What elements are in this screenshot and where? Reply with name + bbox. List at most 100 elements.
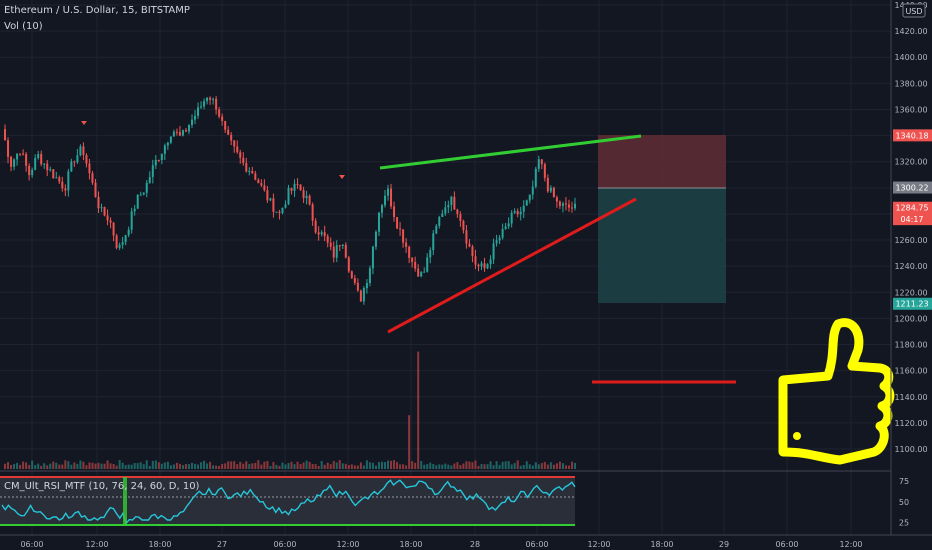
x-tick-label: 28 bbox=[470, 540, 480, 549]
price-badge-label: 1340.18 bbox=[895, 131, 928, 140]
volume-bar bbox=[405, 465, 408, 469]
candle-body bbox=[332, 246, 335, 258]
volume-bar bbox=[190, 462, 193, 469]
y-tick-label: 1140.00 bbox=[894, 393, 927, 402]
lower-trendline[interactable] bbox=[387, 197, 637, 334]
candle-body bbox=[203, 101, 206, 107]
x-tick-label: 27 bbox=[217, 540, 227, 549]
candle-body bbox=[368, 268, 371, 284]
stop-loss-zone[interactable] bbox=[598, 135, 726, 188]
volume-bar bbox=[420, 461, 423, 469]
candle-body bbox=[305, 195, 308, 199]
volume-bar bbox=[269, 465, 272, 469]
candle-body bbox=[447, 204, 450, 208]
volume-bar bbox=[504, 461, 507, 469]
candle-body bbox=[465, 230, 468, 244]
volume-bar bbox=[124, 465, 127, 469]
candle-body bbox=[73, 161, 76, 163]
y-tick-label: 1180.00 bbox=[894, 341, 927, 350]
candle-body bbox=[236, 146, 239, 153]
rsi-panel[interactable] bbox=[0, 476, 576, 526]
y-tick-label: 1360.00 bbox=[894, 105, 927, 114]
volume-bar bbox=[483, 464, 486, 469]
candle-body bbox=[429, 250, 432, 258]
x-axis[interactable]: 06:00 12:00 18:00 27 06:00 12:00 18:00 28 06:00 1… bbox=[20, 540, 862, 549]
price-badge-label: 1284.75 bbox=[895, 204, 928, 213]
volume-bar bbox=[534, 462, 537, 469]
volume-bar bbox=[142, 464, 145, 469]
candle-body bbox=[79, 146, 82, 156]
volume-bar bbox=[239, 461, 242, 469]
candle-body bbox=[166, 142, 169, 146]
candle-body bbox=[570, 207, 573, 209]
volume-bar bbox=[377, 462, 380, 469]
chart-title: Ethereum / U.S. Dollar, 15, BITSTAMP bbox=[4, 5, 190, 16]
candle-body bbox=[88, 163, 91, 174]
candle-body bbox=[34, 158, 37, 170]
candle-body bbox=[374, 231, 377, 247]
candle-body bbox=[40, 154, 43, 165]
candle-body bbox=[504, 226, 507, 230]
volume-bar bbox=[37, 463, 40, 469]
volume-bar bbox=[522, 464, 525, 469]
candle-body bbox=[269, 198, 272, 201]
y-axis[interactable]: 1440.001420.001400.001380.001360.001340.… bbox=[894, 1, 927, 454]
volume-bar bbox=[447, 464, 450, 469]
volume-bar bbox=[160, 463, 163, 469]
x-tick-label: 18:00 bbox=[399, 540, 422, 549]
candle-body bbox=[444, 207, 447, 214]
candle-body bbox=[115, 235, 118, 248]
candle-body bbox=[224, 121, 227, 130]
candle-body bbox=[564, 203, 567, 205]
candle-body bbox=[356, 282, 359, 291]
candle-body bbox=[58, 177, 61, 182]
candle-body bbox=[230, 134, 233, 141]
volume-bar bbox=[423, 464, 426, 469]
candle-body bbox=[371, 246, 374, 269]
volume-bar bbox=[227, 461, 230, 469]
volume-bar bbox=[314, 464, 317, 469]
candle-body bbox=[25, 154, 28, 166]
volume-bar bbox=[106, 460, 109, 469]
volume-bar bbox=[396, 462, 399, 469]
volume-label: Vol (10) bbox=[4, 21, 43, 32]
candle-body bbox=[435, 225, 438, 234]
volume-bar bbox=[272, 462, 275, 469]
grid-lines bbox=[0, 0, 891, 535]
candle-body bbox=[384, 195, 387, 206]
candle-body bbox=[522, 205, 525, 212]
volume-bar bbox=[154, 460, 157, 469]
volume-bar bbox=[58, 464, 61, 469]
candle-body bbox=[335, 245, 338, 258]
volume-bar bbox=[338, 460, 341, 469]
volume-bar bbox=[287, 463, 290, 469]
volume-bar bbox=[453, 463, 456, 469]
x-tick-label: 18:00 bbox=[148, 540, 171, 549]
volume-bar bbox=[311, 463, 314, 469]
candle-body bbox=[489, 259, 492, 265]
candle-body bbox=[308, 195, 311, 205]
candle-body bbox=[290, 187, 293, 191]
currency-badge[interactable] bbox=[902, 3, 926, 18]
candle-body bbox=[13, 159, 16, 167]
price-badge bbox=[893, 213, 932, 226]
candles[interactable] bbox=[4, 95, 576, 305]
candle-body bbox=[353, 277, 356, 283]
candle-body bbox=[266, 190, 269, 201]
volume-bar bbox=[88, 462, 91, 469]
upper-trendline[interactable] bbox=[379, 134, 642, 170]
currency-label: USD bbox=[905, 7, 922, 16]
candle-body bbox=[525, 200, 528, 206]
candle-body bbox=[537, 159, 540, 169]
candle-body bbox=[474, 256, 477, 265]
volume-bar bbox=[371, 462, 374, 469]
volume-bar bbox=[233, 461, 236, 469]
candle-body bbox=[94, 182, 97, 197]
take-profit-zone[interactable] bbox=[598, 188, 726, 303]
volume-bar bbox=[546, 464, 549, 469]
volume-bar bbox=[456, 462, 459, 469]
candle-body bbox=[402, 229, 405, 243]
volume-bar bbox=[519, 465, 522, 469]
volume-bar bbox=[507, 461, 510, 469]
